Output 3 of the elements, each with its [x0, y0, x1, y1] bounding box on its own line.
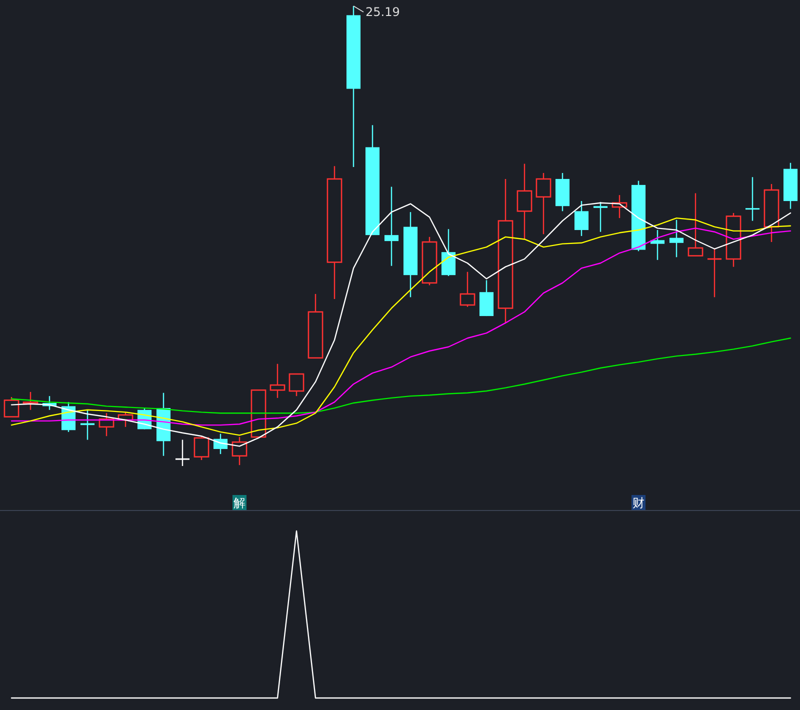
- category-label: 财: [632, 495, 646, 510]
- annotation: 25.19: [366, 5, 400, 19]
- category-label: 解: [232, 495, 246, 510]
